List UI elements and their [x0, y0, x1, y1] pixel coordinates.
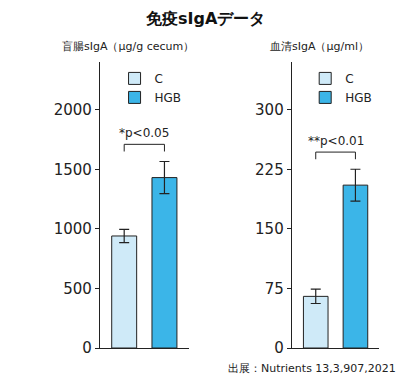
svg-text:2000: 2000 [54, 101, 92, 119]
svg-text:150: 150 [255, 220, 284, 238]
svg-text:1000: 1000 [54, 220, 92, 238]
svg-text:盲腸sIgA（μg/g cecum）: 盲腸sIgA（μg/g cecum） [62, 40, 194, 53]
svg-text:75: 75 [265, 280, 284, 298]
svg-text:500: 500 [63, 280, 92, 298]
svg-text:C: C [155, 72, 163, 86]
svg-text:225: 225 [255, 161, 284, 179]
svg-text:300: 300 [255, 101, 284, 119]
svg-text:1500: 1500 [54, 161, 92, 179]
svg-text:0: 0 [274, 339, 284, 357]
svg-text:C: C [345, 72, 353, 86]
svg-text:出展：Nutrients 13,3,907,2021: 出展：Nutrients 13,3,907,2021 [228, 362, 396, 375]
svg-text:免疫sIgAデータ: 免疫sIgAデータ [145, 9, 265, 28]
svg-text:HGB: HGB [155, 91, 182, 105]
svg-text:**p<0.01: **p<0.01 [308, 134, 364, 148]
svg-text:HGB: HGB [345, 91, 372, 105]
svg-text:0: 0 [82, 339, 92, 357]
svg-text:*p<0.05: *p<0.05 [119, 126, 169, 140]
svg-text:血清sIgA（μg/ml）: 血清sIgA（μg/ml） [270, 40, 369, 53]
